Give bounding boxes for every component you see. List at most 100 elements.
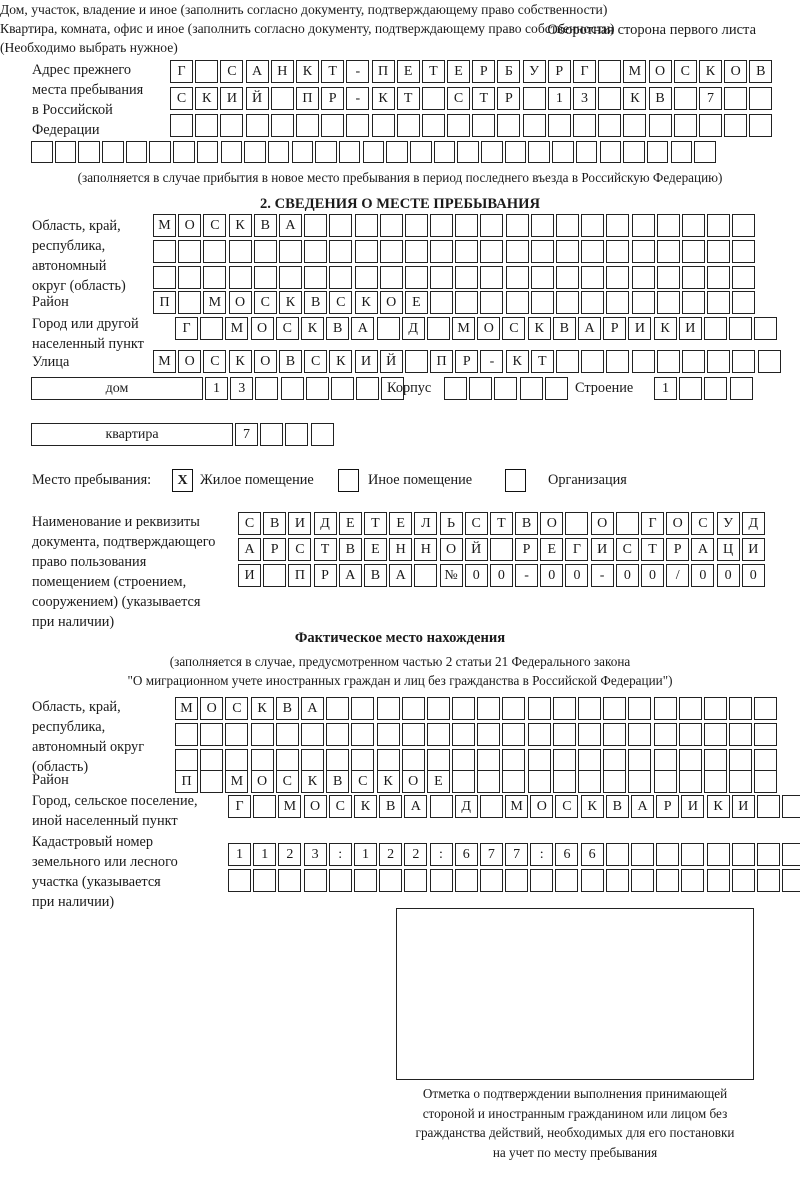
- actual-city-cell-11[interactable]: [479, 795, 503, 818]
- document-cell-r2-9[interactable]: О: [439, 538, 463, 561]
- actual-region-cell-r3-2[interactable]: [200, 749, 224, 772]
- actual-region-cell-r1-23[interactable]: [729, 697, 753, 720]
- prev-address-cell-r2-1[interactable]: С: [170, 87, 193, 110]
- region-cell-r1-22[interactable]: [681, 214, 705, 237]
- actual-region-cell-r2-5[interactable]: [275, 723, 299, 746]
- document-cell-r2-16[interactable]: С: [615, 538, 639, 561]
- cadastral-cell-r1-16[interactable]: [605, 843, 629, 866]
- prev-address-cell-r1-22[interactable]: К: [698, 60, 722, 83]
- actual-region-cell-r3-18[interactable]: [603, 749, 627, 772]
- region-cell-r3-6[interactable]: [278, 266, 302, 289]
- region-cell-r3-20[interactable]: [631, 266, 655, 289]
- document-cell-r1-12[interactable]: В: [515, 512, 539, 535]
- region-cell-r1-23[interactable]: [707, 214, 731, 237]
- actual-region-cell-r2-6[interactable]: [300, 723, 324, 746]
- prev-address-cell-r1-19[interactable]: М: [623, 60, 647, 83]
- city-cell-14[interactable]: С: [502, 317, 526, 340]
- cadastral-cell-r2-5[interactable]: [328, 869, 352, 892]
- actual-district-cell-13[interactable]: [477, 770, 501, 793]
- region-cell-r3-2[interactable]: [178, 266, 202, 289]
- prev-address-cell-r3-4[interactable]: [245, 114, 269, 137]
- prev-address-cell-r4-13[interactable]: [315, 141, 337, 163]
- flat-cell-3[interactable]: [285, 423, 309, 446]
- document-cell-r1-2[interactable]: В: [263, 512, 287, 535]
- region-cell-r2-7[interactable]: [304, 240, 328, 263]
- actual-region-cell-r3-24[interactable]: [754, 749, 778, 772]
- house-cell-6[interactable]: [330, 377, 354, 400]
- actual-district-cell-5[interactable]: С: [275, 770, 299, 793]
- region-cell-r1-20[interactable]: [631, 214, 655, 237]
- actual-city-cell-18[interactable]: Р: [656, 795, 680, 818]
- city-cell-18[interactable]: Р: [603, 317, 627, 340]
- prev-address-cell-r2-3[interactable]: И: [220, 87, 244, 110]
- document-cell-r3-12[interactable]: -: [515, 564, 539, 587]
- prev-address-cell-r1-15[interactable]: У: [522, 60, 546, 83]
- stroenie-cell-2[interactable]: [679, 377, 703, 400]
- prev-address-cell-r2-15[interactable]: [522, 87, 546, 110]
- document-cell-r2-20[interactable]: Ц: [716, 538, 740, 561]
- region-cell-r3-21[interactable]: [656, 266, 680, 289]
- city-cell-5[interactable]: С: [275, 317, 299, 340]
- document-cell-r1-11[interactable]: Т: [489, 512, 513, 535]
- region-cell-r2-23[interactable]: [707, 240, 731, 263]
- actual-region-cell-r3-5[interactable]: [275, 749, 299, 772]
- actual-region-cell-r2-24[interactable]: [754, 723, 778, 746]
- actual-region-cell-r2-4[interactable]: [250, 723, 274, 746]
- document-cell-r2-5[interactable]: В: [338, 538, 362, 561]
- region-cell-r2-10[interactable]: [379, 240, 403, 263]
- actual-region-cell-r3-21[interactable]: [678, 749, 702, 772]
- cadastral-cell-r2-13[interactable]: [530, 869, 554, 892]
- document-cell-r2-4[interactable]: Т: [313, 538, 337, 561]
- district-cell-19[interactable]: [606, 291, 630, 314]
- region-cell-r2-1[interactable]: [153, 240, 176, 263]
- city-cell-10[interactable]: Д: [401, 317, 425, 340]
- document-cell-r3-3[interactable]: П: [288, 564, 312, 587]
- street-cell-1[interactable]: М: [153, 350, 176, 373]
- region-cell-r1-7[interactable]: [304, 214, 328, 237]
- actual-region-cell-r1-7[interactable]: [326, 697, 350, 720]
- district-cell-6[interactable]: К: [278, 291, 302, 314]
- document-cell-r2-10[interactable]: Й: [464, 538, 488, 561]
- district-cell-2[interactable]: [178, 291, 202, 314]
- actual-city-cell-21[interactable]: И: [731, 795, 755, 818]
- actual-region-cell-r1-3[interactable]: С: [225, 697, 249, 720]
- prev-address-cell-r2-20[interactable]: В: [648, 87, 672, 110]
- prev-address-cell-r3-19[interactable]: [623, 114, 647, 137]
- prev-address-cell-r4-9[interactable]: [220, 141, 242, 163]
- district-cell-18[interactable]: [581, 291, 605, 314]
- prev-address-cell-r2-18[interactable]: [598, 87, 622, 110]
- prev-address-cell-r1-3[interactable]: С: [220, 60, 244, 83]
- prev-address-cell-r3-24[interactable]: [749, 114, 773, 137]
- cadastral-cell-r2-10[interactable]: [454, 869, 478, 892]
- actual-district-cell-19[interactable]: [628, 770, 652, 793]
- prev-address-cell-r3-14[interactable]: [497, 114, 521, 137]
- document-cell-r3-11[interactable]: 0: [489, 564, 513, 587]
- prev-address-cell-r2-2[interactable]: К: [195, 87, 219, 110]
- street-cell-17[interactable]: [556, 350, 579, 373]
- actual-region-cell-r1-8[interactable]: [351, 697, 375, 720]
- document-cell-r1-9[interactable]: Ь: [439, 512, 463, 535]
- cadastral-cell-r2-11[interactable]: [479, 869, 503, 892]
- document-cell-r1-19[interactable]: С: [691, 512, 715, 535]
- cadastral-cell-r1-14[interactable]: 6: [555, 843, 579, 866]
- prev-address-cell-r4-10[interactable]: [244, 141, 266, 163]
- prev-address-cell-r2-7[interactable]: Р: [321, 87, 345, 110]
- region-cell-r1-16[interactable]: [530, 214, 554, 237]
- district-cell-11[interactable]: Е: [404, 291, 428, 314]
- prev-address-cell-r4-24[interactable]: [575, 141, 598, 163]
- region-cell-r2-2[interactable]: [178, 240, 202, 263]
- prev-address-cell-r3-10[interactable]: [396, 114, 420, 137]
- prev-address-cell-r4-4[interactable]: [102, 141, 124, 163]
- district-cell-1[interactable]: П: [153, 291, 176, 314]
- actual-region-cell-r1-1[interactable]: М: [175, 697, 198, 720]
- korpus-cell-4[interactable]: [519, 377, 543, 400]
- district-cell-21[interactable]: [656, 291, 680, 314]
- prev-address-cell-r1-24[interactable]: В: [749, 60, 773, 83]
- korpus-cell-3[interactable]: [494, 377, 518, 400]
- cadastral-row-2[interactable]: [228, 869, 800, 892]
- cadastral-cell-r2-3[interactable]: [278, 869, 302, 892]
- actual-city-cell-13[interactable]: О: [530, 795, 554, 818]
